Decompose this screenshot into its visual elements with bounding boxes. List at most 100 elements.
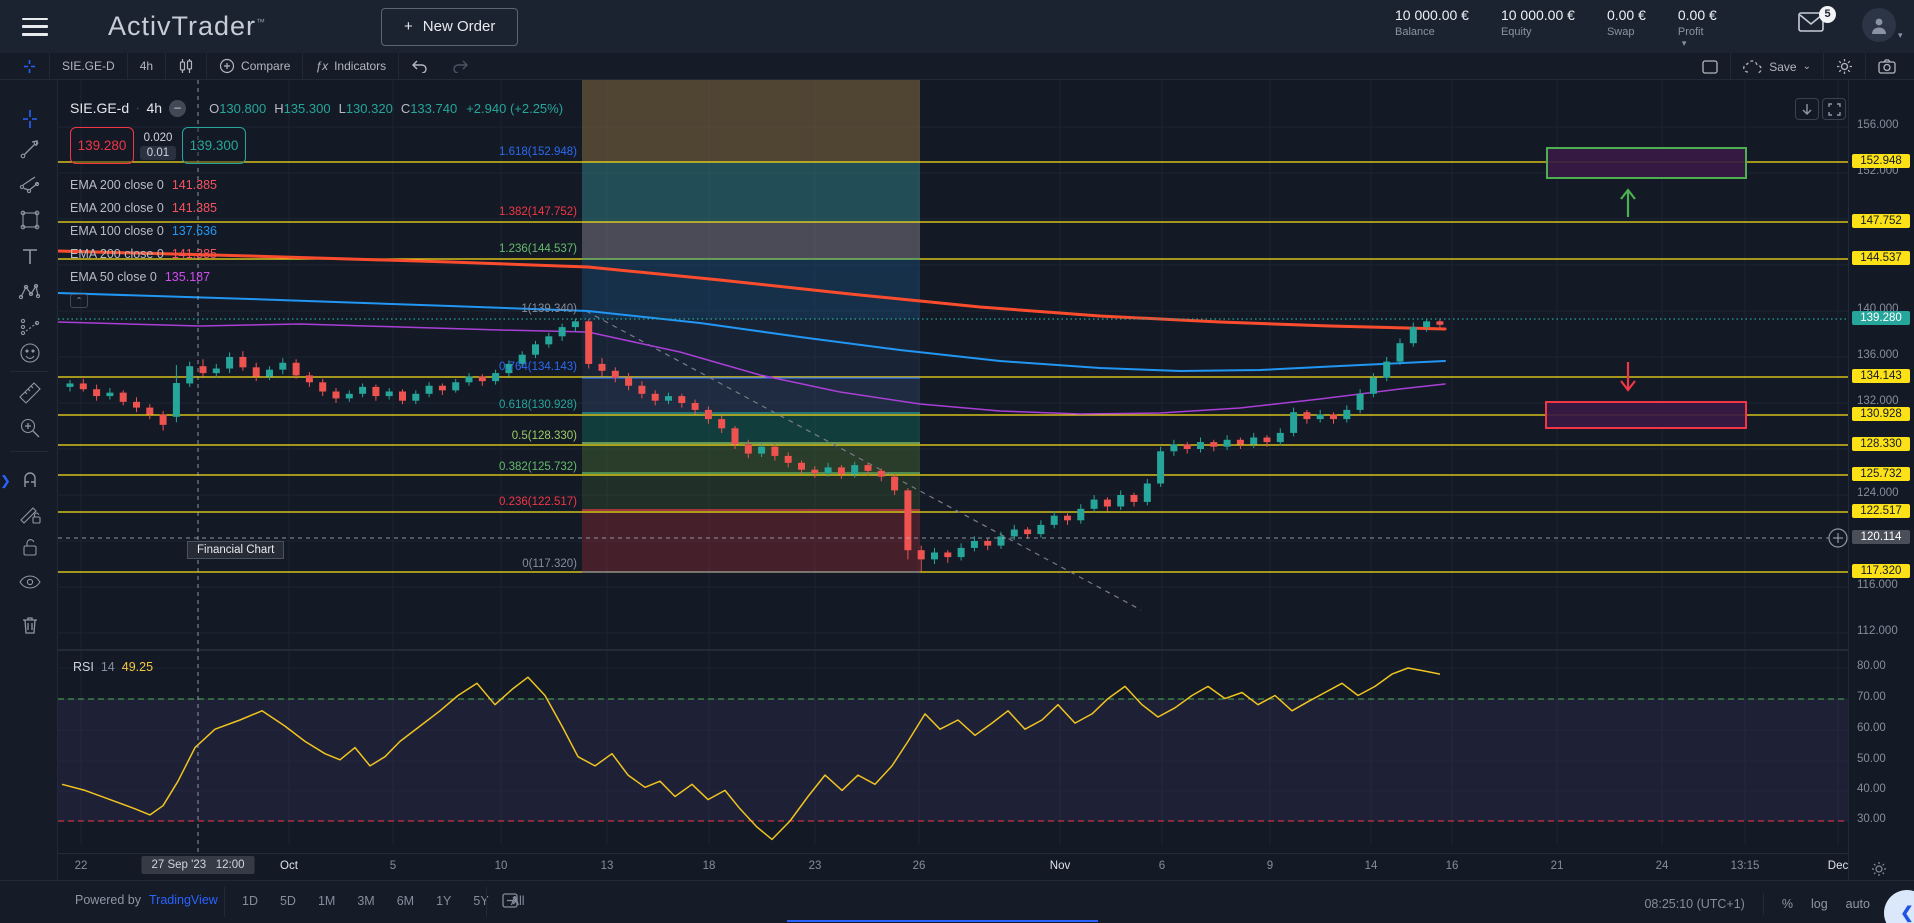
forecast-tool-icon[interactable] [17,314,43,340]
shapes-tool-icon[interactable] [17,207,43,233]
time-label: 26 [912,860,926,872]
indicators-button[interactable]: ƒx Indicators [315,59,387,73]
indicator-row[interactable]: EMA 200 close 0 141.385 [70,200,217,215]
time-label: Oct [280,860,298,872]
save-button[interactable]: Save ⌄ [1731,53,1823,80]
plus-icon: + [404,18,413,35]
price-grid-label: 112.000 [1857,625,1898,637]
ohlc-item: O130.800 [209,100,267,116]
lock-all-tool-icon[interactable] [17,534,43,560]
time-label: 9 [1266,860,1274,872]
time-label: Dec [1827,860,1849,872]
notification-badge: 5 [1819,6,1836,23]
crosshair-mode-icon[interactable] [0,53,49,80]
rsi-grid-label: 30.00 [1857,813,1886,825]
crosshair-tool-icon[interactable] [17,106,43,132]
stat-value: 10 000.00 € [1500,7,1575,23]
panel-expand-chevron-icon[interactable]: ❯ [0,473,11,488]
rsi-grid-label: 60.00 [1857,722,1886,734]
axis-settings-icon[interactable] [1871,861,1887,877]
stat-label: Profit [1677,26,1704,38]
time-label: 14 [1364,860,1378,872]
zone-box[interactable] [1545,401,1747,429]
zone-box[interactable] [1546,147,1747,179]
text-tool-icon[interactable] [17,244,43,270]
new-order-button[interactable]: + New Order [381,7,519,46]
profit-caret-icon[interactable]: ▾ [1681,38,1687,48]
trend-line-tool-icon[interactable] [17,136,43,162]
financial-chart-canvas[interactable] [58,80,1848,853]
emoji-tool-icon[interactable] [17,340,43,366]
fib-level-label: 0.764(134.143) [498,361,577,373]
mail-icon[interactable]: 5 [1798,6,1836,38]
camera-icon[interactable] [1866,53,1914,80]
timeframe-1d[interactable]: 1D [242,894,258,908]
timeframe-3m[interactable]: 3M [357,894,375,908]
percent-scale-button[interactable]: % [1781,897,1793,911]
ohlc-values: O130.800 H135.300 L130.320 C133.740 [209,101,457,116]
reset-scale-icon[interactable] [1822,98,1846,120]
time-label: 24 [1655,860,1669,872]
timeframe-5y[interactable]: 5Y [473,894,489,908]
settings-gear-icon[interactable] [1824,53,1865,80]
price-grid-label: 152.000 [1857,165,1899,177]
undo-icon[interactable] [399,53,440,80]
price-axis[interactable]: 156.000 152.000 140.000 136.000 132.000 124.0… [1848,80,1914,880]
zoom-in-tool-icon[interactable] [17,415,43,441]
save-caret-icon: ⌄ [1802,61,1811,72]
avatar-caret-icon[interactable]: ▾ [1898,30,1903,40]
indicator-row[interactable]: EMA 100 close 0 137.636 [70,223,217,238]
sell-bid-button[interactable]: 139.280 [70,127,134,164]
legend-collapse-button[interactable]: ⌃ [70,294,88,308]
rail-divider [10,371,48,372]
user-avatar-icon[interactable] [1862,8,1896,42]
timeframe-6m[interactable]: 6M [396,894,415,908]
goto-date-icon[interactable] [502,892,521,909]
time-label: 5 [389,860,397,872]
scroll-to-recent-icon[interactable] [1795,98,1819,120]
pitchfork-tool-icon[interactable] [17,172,43,198]
redo-icon[interactable] [440,53,481,80]
price-level-badge: 144.537 [1852,251,1910,265]
price-level-badge: 134.143 [1852,369,1910,383]
candle-style-icon[interactable] [166,53,206,80]
log-scale-button[interactable]: log [1810,897,1828,911]
layout-grid-icon[interactable] [1690,53,1730,80]
buy-ask-button[interactable]: 139.300 [182,127,246,164]
indicator-row[interactable]: EMA 200 close 0 141.385 [70,246,217,261]
ema100-line [58,292,1446,372]
interval-button[interactable]: 4h [139,59,154,73]
auto-scale-button[interactable]: auto [1845,897,1870,911]
timeframe-1m[interactable]: 1M [317,894,336,908]
remove-symbol-button[interactable]: – [169,99,187,117]
indicator-row[interactable]: EMA 200 close 0 141.385 [70,177,217,192]
price-level-badge: 117.320 [1852,564,1910,578]
hide-all-tool-icon[interactable] [17,569,43,595]
timeframe-5d[interactable]: 5D [279,894,296,908]
time-axis[interactable]: 22 Oct 5 10 13 18 23 26 Nov 6 9 14 16 21 24 13:15 Dec 27 … [58,853,1848,880]
legend-interval[interactable]: 4h [146,100,163,116]
drawing-lock-tool-icon[interactable] [17,500,43,526]
ruler-tool-icon[interactable] [17,380,43,406]
fib-level-label: 0.618(130.928) [498,399,577,411]
rsi-value: 49.25 [121,660,154,674]
hamburger-menu-icon[interactable] [22,17,48,36]
account-stats: 10 000.00 € Balance 10 000.00 € Equity 0.00 … [1395,7,1717,48]
pattern-tool-icon[interactable] [17,279,43,305]
session-clock[interactable]: 08:25:10 (UTC+1) [1644,897,1745,911]
indicator-row[interactable]: EMA 50 close 0 135.187 [70,269,211,284]
magnet-tool-icon[interactable] [17,465,43,491]
account-stat-swap: 0.00 € Swap [1607,7,1646,38]
crosshair-time-badge: 27 Sep '23 12:00 [141,856,255,874]
compare-button[interactable]: Compare [207,53,302,80]
stat-label: Swap [1606,26,1635,38]
delete-drawings-tool-icon[interactable] [17,612,43,638]
tradingview-link[interactable]: TradingView [149,893,218,907]
fib-level-label: 0.382(125.732) [498,461,577,473]
timeframe-1y[interactable]: 1Y [436,894,452,908]
time-label: 18 [702,860,716,872]
legend-symbol[interactable]: SIE.GE-d [70,100,130,116]
drawing-tools-rail [0,80,58,880]
symbol-button[interactable]: SIE.GE-D [62,59,115,73]
fx-icon: ƒx [315,59,329,73]
